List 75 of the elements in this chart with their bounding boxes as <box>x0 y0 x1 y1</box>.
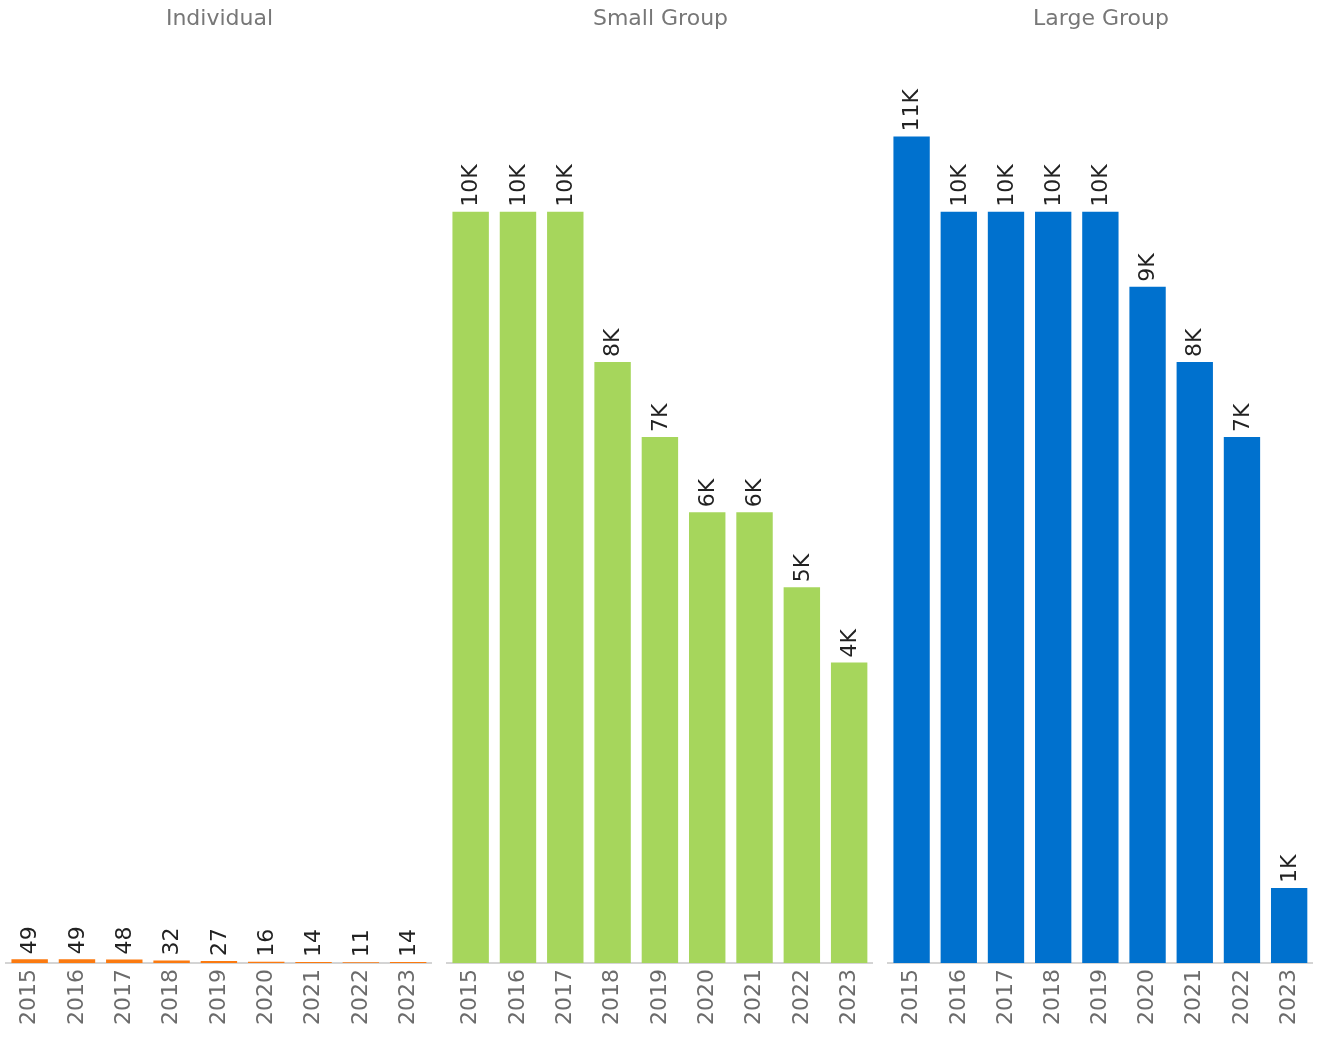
data-label: 7K <box>1228 403 1254 433</box>
x-tick-label: 2020 <box>1133 969 1159 1026</box>
x-tick-label: 2023 <box>393 969 419 1026</box>
data-label: 5K <box>788 553 814 583</box>
data-label: 1K <box>1275 853 1301 883</box>
x-tick-label: 2015 <box>456 969 482 1026</box>
data-label: 6K <box>741 478 767 508</box>
data-label: 48 <box>111 926 136 955</box>
bar <box>1176 361 1213 964</box>
data-label: 16 <box>252 928 278 957</box>
x-tick-label: 2016 <box>62 969 88 1026</box>
x-tick-label: 2017 <box>991 969 1017 1026</box>
data-label: 10K <box>1087 163 1113 207</box>
x-tick-label: 2019 <box>645 969 671 1026</box>
x-tick-label: 2015 <box>15 969 41 1026</box>
data-label: 11K <box>898 88 924 132</box>
x-tick-label: 2021 <box>1180 969 1206 1026</box>
bar <box>689 512 726 964</box>
x-tick-label: 2018 <box>598 969 624 1026</box>
x-tick-label: 2018 <box>157 969 183 1026</box>
x-tick-label: 2018 <box>1038 969 1064 1026</box>
x-tick-label: 2023 <box>1274 969 1300 1026</box>
bar <box>1270 887 1308 964</box>
x-tick-label: 2022 <box>1227 969 1253 1026</box>
x-tick-label: 2019 <box>1086 969 1112 1026</box>
chart-title: Individual <box>165 4 274 30</box>
x-tick-label: 2017 <box>551 969 576 1026</box>
data-label: 10K <box>1039 163 1065 207</box>
data-label: 4K <box>835 628 861 658</box>
bar <box>893 136 930 964</box>
data-label: 49 <box>63 926 89 955</box>
x-tick-label: 2022 <box>787 969 813 1026</box>
data-label: 27 <box>205 927 231 956</box>
data-label: 9K <box>1134 252 1160 282</box>
x-tick-label: 2019 <box>204 969 230 1026</box>
bar <box>499 211 537 964</box>
data-label: 8K <box>1181 327 1207 357</box>
x-tick-label: 2021 <box>740 969 766 1026</box>
x-tick-label: 2016 <box>503 969 529 1026</box>
bar <box>940 211 977 964</box>
data-label: 10K <box>552 163 577 207</box>
bar <box>1129 286 1166 964</box>
data-label: 49 <box>16 926 42 955</box>
bar <box>641 437 679 964</box>
bar <box>1223 437 1261 964</box>
data-label: 11 <box>347 929 373 958</box>
data-label: 10K <box>992 163 1018 207</box>
x-tick-label: 2017 <box>110 969 135 1026</box>
data-label: 14 <box>394 928 420 957</box>
bar <box>783 587 821 964</box>
x-tick-label: 2020 <box>692 969 718 1026</box>
bar <box>987 211 1025 964</box>
bar <box>594 361 631 964</box>
data-label: 6K <box>693 478 719 508</box>
x-tick-label: 2023 <box>834 969 860 1026</box>
bar <box>830 662 868 964</box>
data-label: 7K <box>646 403 672 433</box>
data-label: 14 <box>300 928 326 957</box>
data-label: 8K <box>599 327 625 357</box>
data-label: 32 <box>158 927 184 956</box>
x-tick-label: 2020 <box>251 969 277 1026</box>
chart-title: Large Group <box>1033 4 1169 30</box>
bar <box>736 512 773 964</box>
x-tick-label: 2016 <box>944 969 970 1026</box>
bar <box>1035 211 1072 964</box>
data-label: 10K <box>504 163 530 207</box>
bar <box>452 211 489 964</box>
x-tick-label: 2015 <box>897 969 923 1026</box>
bar <box>1082 211 1119 964</box>
data-label: 10K <box>945 163 971 207</box>
chart-title: Small Group <box>592 4 729 30</box>
x-tick-label: 2021 <box>299 969 325 1026</box>
data-label: 10K <box>457 163 483 207</box>
x-tick-label: 2022 <box>346 969 372 1026</box>
bar <box>547 211 584 964</box>
